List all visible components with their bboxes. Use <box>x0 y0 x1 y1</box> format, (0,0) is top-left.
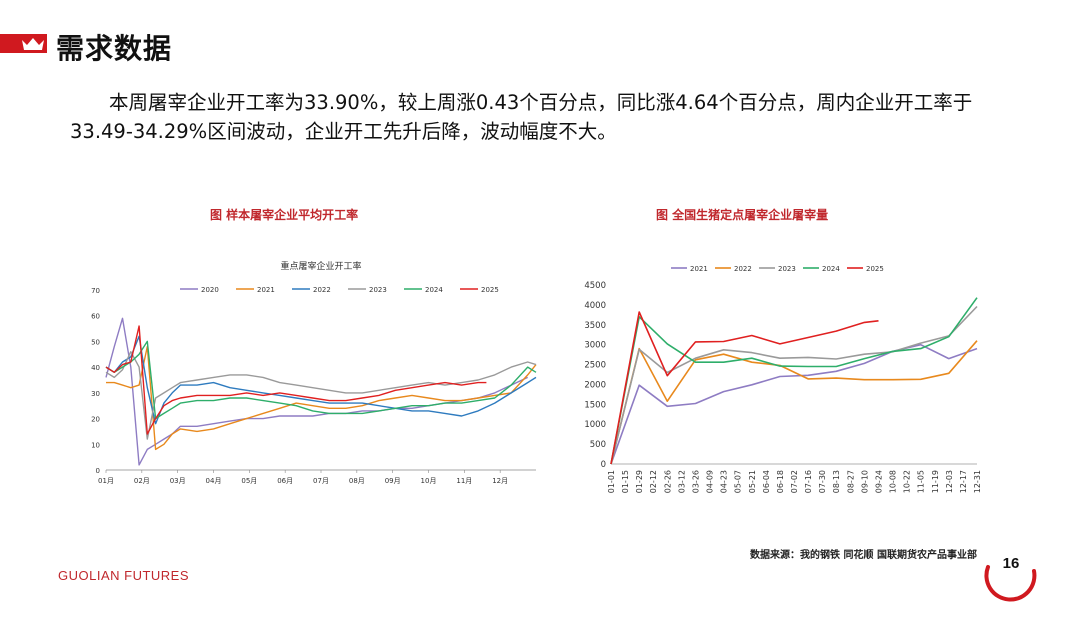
x-tick-label: 05-21 <box>748 470 757 493</box>
x-tick-label: 11月 <box>456 477 472 485</box>
x-tick-label: 04月 <box>206 477 222 485</box>
x-tick-label: 12-03 <box>945 470 954 493</box>
x-tick-label: 09-24 <box>875 470 884 493</box>
series-line-2025 <box>610 311 879 465</box>
y-tick-label: 4500 <box>584 281 606 291</box>
y-tick-label: 30 <box>91 390 100 398</box>
y-tick-label: 0 <box>96 467 100 475</box>
chart-title: 重点屠宰企业开工率 <box>280 260 361 272</box>
x-tick-label: 08-13 <box>832 470 841 493</box>
legend-label: 2021 <box>690 265 708 273</box>
x-tick-label: 06月 <box>277 477 293 485</box>
legend-label: 2025 <box>481 286 499 294</box>
x-tick-label: 01-29 <box>635 470 644 493</box>
y-tick-label: 4000 <box>584 301 606 311</box>
x-tick-label: 01月 <box>98 477 114 485</box>
y-tick-label: 50 <box>91 338 100 346</box>
intro-text: 本周屠宰企业开工率为33.90%，较上周涨0.43个百分点，同比涨4.64个百分… <box>70 91 973 143</box>
x-tick-label: 07月 <box>313 477 329 485</box>
series-line-2024 <box>105 340 537 420</box>
x-tick-label: 09-10 <box>860 470 869 493</box>
legend-label: 2021 <box>257 286 275 294</box>
company-logo: GUOLIAN FUTURES <box>58 568 190 583</box>
page-title: 需求数据 <box>56 32 173 65</box>
y-tick-label: 2000 <box>584 380 606 390</box>
x-tick-label: 12月 <box>492 477 508 485</box>
series-line-2021 <box>106 345 537 451</box>
legend-label: 2024 <box>425 286 443 294</box>
x-tick-label: 03月 <box>170 477 186 485</box>
x-tick-label: 04-23 <box>720 470 729 493</box>
series-line-2022 <box>610 340 978 465</box>
y-tick-label: 1500 <box>584 400 606 410</box>
legend-label: 2025 <box>866 265 884 273</box>
x-tick-label: 06-18 <box>776 470 785 493</box>
x-tick-label: 10-22 <box>903 470 912 493</box>
x-tick-label: 01-01 <box>607 470 616 493</box>
x-tick-label: 04-09 <box>706 470 715 493</box>
x-tick-label: 07-16 <box>804 470 813 493</box>
x-tick-label: 12-17 <box>959 470 968 493</box>
page-number: 16 <box>1002 555 1020 572</box>
y-tick-label: 20 <box>91 416 100 424</box>
x-tick-label: 12-31 <box>973 470 982 493</box>
series-line-2020 <box>105 317 528 466</box>
y-tick-label: 10 <box>91 441 100 449</box>
legend-label: 2023 <box>369 286 387 294</box>
series-line-2024 <box>610 297 978 465</box>
y-tick-label: 3500 <box>584 321 606 331</box>
x-tick-label: 11-19 <box>931 470 940 493</box>
series-line-2023 <box>610 305 978 465</box>
y-tick-label: 40 <box>91 364 100 372</box>
intro-paragraph: 本周屠宰企业开工率为33.90%，较上周涨0.43个百分点，同比涨4.64个百分… <box>70 88 1020 146</box>
y-tick-label: 500 <box>590 440 606 450</box>
legend-label: 2022 <box>313 286 331 294</box>
series-line-2022 <box>105 335 537 425</box>
x-tick-label: 02-26 <box>663 470 672 493</box>
page-badge <box>984 565 1037 602</box>
x-tick-label: 07-02 <box>790 470 799 493</box>
x-tick-label: 10月 <box>421 477 437 485</box>
x-tick-label: 08-27 <box>846 470 855 493</box>
x-tick-label: 07-30 <box>818 470 827 493</box>
series-line-2021 <box>610 343 978 465</box>
x-tick-label: 02-12 <box>649 470 658 493</box>
y-tick-label: 70 <box>91 287 100 295</box>
y-tick-label: 0 <box>601 460 606 470</box>
source-note: 数据来源：我的钢铁 同花顺 国联期货农产品事业部 <box>750 550 977 561</box>
x-tick-label: 09月 <box>385 477 401 485</box>
x-tick-label: 05-07 <box>734 470 743 493</box>
x-tick-label: 01-15 <box>621 470 630 493</box>
series-line-2025 <box>105 325 487 435</box>
x-tick-label: 03-12 <box>677 470 686 493</box>
line-chart-right: 0 500 1000 1500 2000 2500 3000 3500 4000 4500 01-0… <box>584 265 982 493</box>
legend-label: 2023 <box>778 265 796 273</box>
y-tick-label: 1000 <box>584 420 606 430</box>
chart-caption-right: 图 全国生猪定点屠宰企业屠宰量 <box>656 208 829 222</box>
x-tick-label: 06-04 <box>762 470 771 493</box>
x-tick-label: 02月 <box>134 477 150 485</box>
legend-label: 2020 <box>201 286 219 294</box>
x-tick-label: 03-26 <box>692 470 701 493</box>
x-tick-label: 11-05 <box>917 470 926 493</box>
chart-caption-left: 图 样本屠宰企业平均开工率 <box>210 208 359 222</box>
y-tick-label: 2500 <box>584 361 606 371</box>
x-tick-label: 08月 <box>349 477 365 485</box>
y-tick-label: 60 <box>91 313 100 321</box>
x-tick-label: 05月 <box>241 477 257 485</box>
x-tick-label: 10-08 <box>889 470 898 493</box>
y-tick-label: 3000 <box>584 341 606 351</box>
legend-label: 2022 <box>734 265 752 273</box>
line-chart-left: 重点屠宰企业开工率 0 10 20 30 40 50 60 70 01月 02月 03月 04月 05月 0… <box>91 260 537 485</box>
crown-icon <box>22 38 44 50</box>
legend-label: 2024 <box>822 265 840 273</box>
